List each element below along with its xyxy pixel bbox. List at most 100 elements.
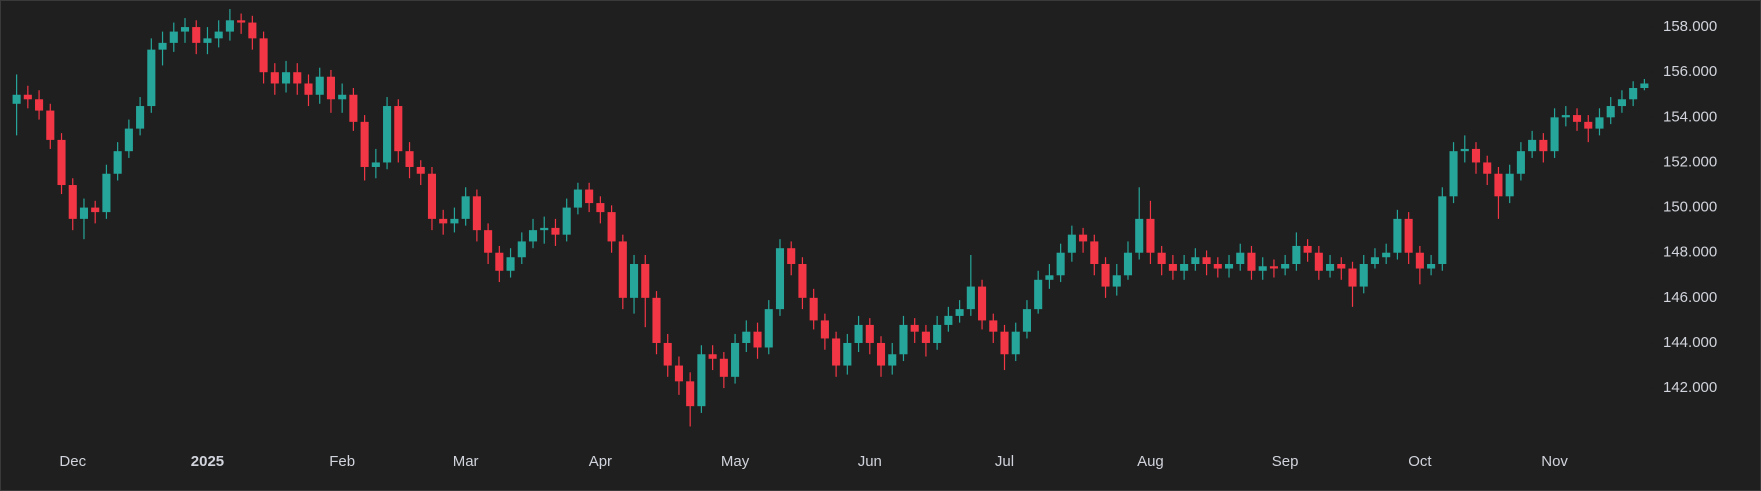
y-tick-label: 156.000 [1663, 63, 1717, 80]
candle-body [1191, 257, 1200, 264]
candle-body [360, 121, 369, 167]
y-tick-label: 144.000 [1663, 334, 1717, 351]
candle-body [641, 264, 650, 298]
y-tick-label: 146.000 [1663, 289, 1717, 306]
candle-body [439, 218, 448, 224]
candle-body [1101, 264, 1110, 287]
candle-body [921, 331, 930, 343]
candle-body [326, 76, 335, 100]
candle-body [495, 252, 504, 271]
candle-body [349, 94, 358, 122]
candle-body [1584, 121, 1593, 129]
candle-body [304, 83, 313, 95]
candle-body [775, 248, 785, 310]
candle-body [1370, 257, 1380, 264]
candle-body [865, 324, 874, 343]
candle-body [753, 331, 762, 348]
candle-body [192, 27, 201, 43]
candle-body [136, 106, 145, 129]
candle-body [1606, 106, 1615, 118]
candle-body [899, 324, 908, 355]
x-tick-label: Apr [589, 453, 612, 470]
candle-body [528, 230, 538, 242]
candle-body [540, 227, 549, 231]
candle-body [461, 196, 470, 219]
candle-body [1494, 173, 1503, 197]
y-tick-label: 150.000 [1663, 199, 1717, 216]
candle-body [1572, 115, 1582, 122]
candle-body [1415, 252, 1424, 269]
candle-body [169, 31, 178, 43]
candle-body [1090, 241, 1099, 264]
candle-body [1045, 275, 1054, 280]
candle-body [1404, 218, 1413, 253]
candle-body [551, 227, 560, 235]
x-tick-label: Jun [858, 453, 882, 470]
candle-body [1516, 151, 1525, 174]
candle-body [158, 42, 167, 50]
y-tick-label: 142.000 [1663, 379, 1717, 396]
candle-body [1427, 264, 1436, 269]
candle-body [506, 257, 515, 271]
candle-body [876, 342, 886, 366]
candle-body [1056, 252, 1065, 276]
candle-body [933, 324, 942, 343]
x-tick-label: May [721, 453, 750, 470]
candle-body [686, 381, 695, 407]
candle-body [371, 162, 380, 167]
candle-body [1561, 115, 1570, 118]
candle-body [1123, 252, 1133, 276]
candle-body [35, 99, 44, 111]
candle-body [79, 207, 89, 219]
candle-body [1539, 139, 1548, 152]
candle-body [102, 173, 111, 213]
candle-body [12, 94, 21, 104]
candle-body [854, 324, 863, 343]
candle-body [562, 207, 571, 235]
candle-body [1157, 252, 1166, 264]
candle-body [1393, 218, 1402, 253]
x-tick-label: Mar [453, 453, 479, 470]
candle-body [573, 189, 582, 208]
candle-body [1258, 266, 1267, 271]
candle-body [708, 354, 717, 359]
candle-body [742, 331, 751, 343]
candle-body [719, 358, 728, 377]
candle-body [787, 248, 796, 264]
candle-body [1236, 252, 1245, 264]
candle-body [1303, 245, 1312, 253]
candle-body [517, 241, 526, 258]
candle-body [1449, 151, 1458, 197]
x-tick-label: Aug [1137, 453, 1164, 470]
candle-body [1180, 264, 1189, 271]
candle-body [809, 297, 818, 321]
candle-body [989, 320, 998, 332]
candle-body [147, 49, 156, 107]
candle-body [1146, 218, 1155, 253]
y-tick-label: 148.000 [1663, 244, 1717, 261]
candle-body [383, 106, 392, 163]
candle-body [820, 320, 829, 339]
candle-body [225, 20, 234, 32]
candle-body [1617, 99, 1626, 107]
candle-body [663, 342, 672, 366]
candle-body [1281, 264, 1290, 269]
candle-body [472, 196, 481, 231]
candle-body [1247, 252, 1256, 271]
candle-body [1202, 257, 1211, 264]
candle-body [1337, 264, 1346, 269]
candle-body [1595, 117, 1604, 129]
candle-body [966, 286, 975, 310]
candle-body [1079, 234, 1088, 242]
y-tick-label: 154.000 [1663, 108, 1717, 125]
candle-body [1000, 331, 1009, 355]
candle-body [450, 218, 459, 224]
candle-body [416, 166, 425, 174]
candle-body [405, 151, 414, 167]
candle-body [1528, 139, 1537, 152]
candle-body [270, 72, 279, 84]
candle-body [764, 309, 773, 348]
candle-body [1224, 264, 1234, 269]
candle-body [394, 106, 403, 152]
y-tick-label: 158.000 [1663, 18, 1717, 35]
